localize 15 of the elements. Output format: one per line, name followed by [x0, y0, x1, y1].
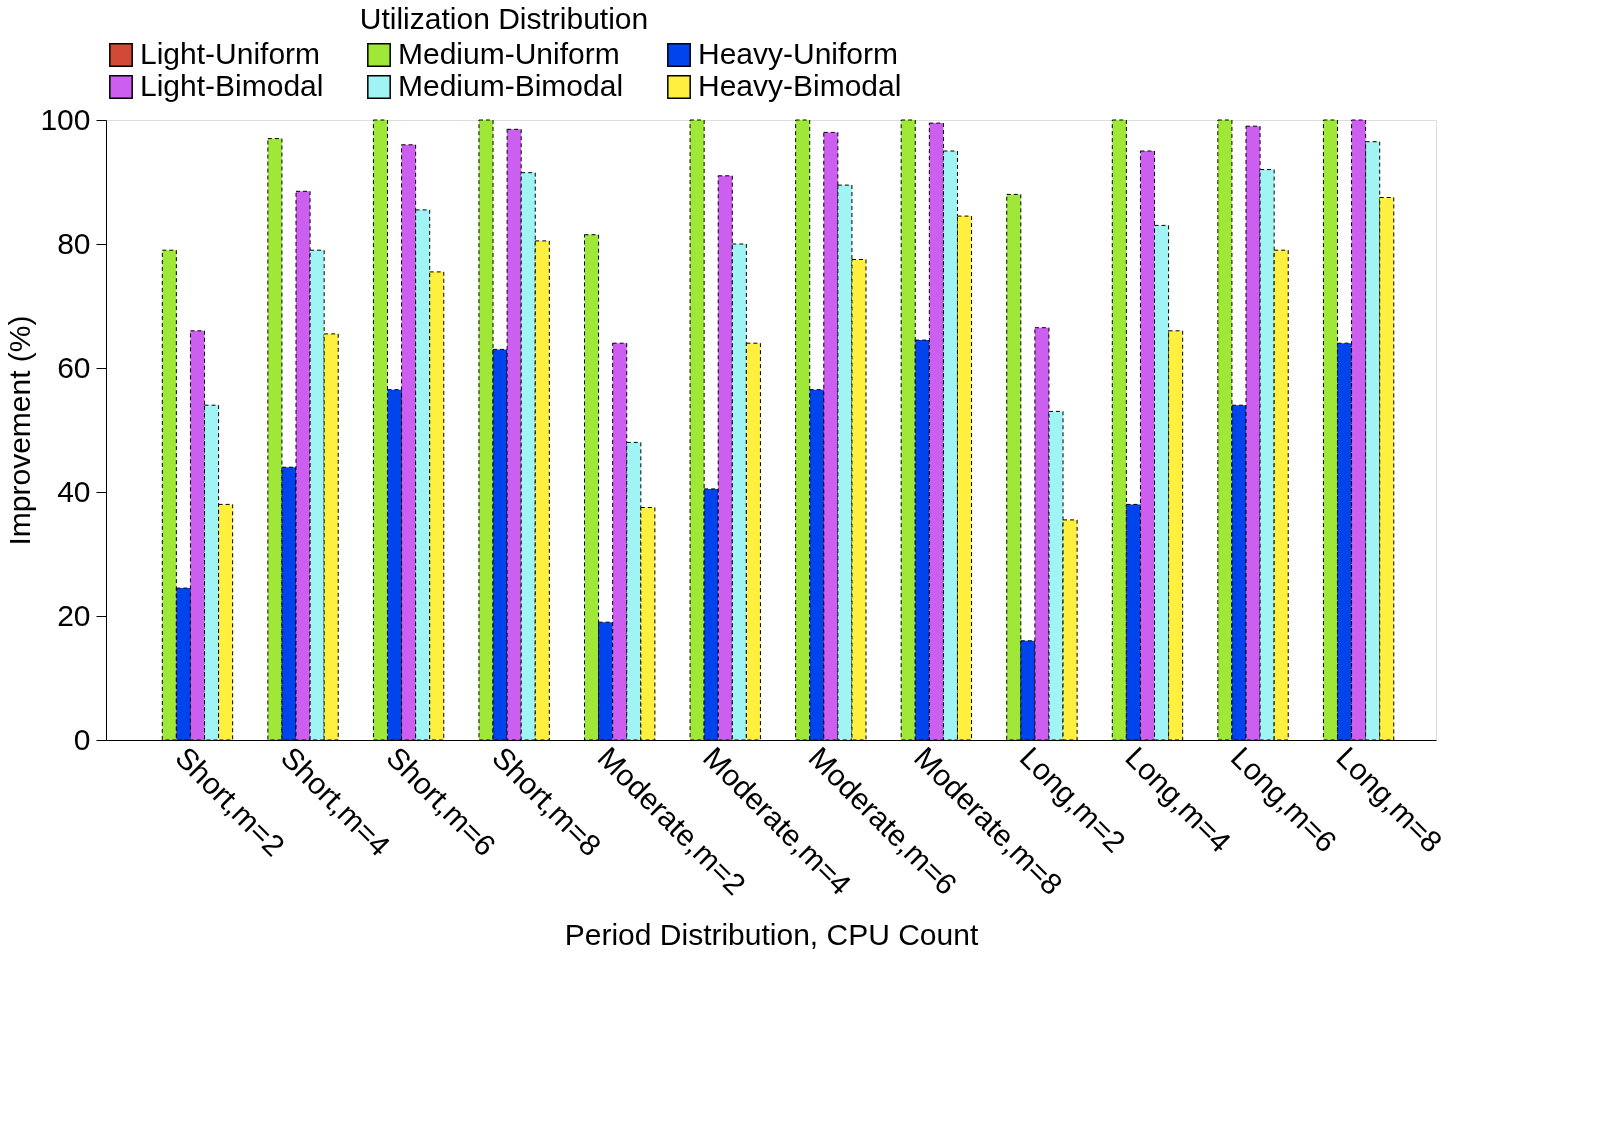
- y-tick-label: 80: [57, 226, 91, 260]
- legend-label: Medium-Uniform: [398, 37, 620, 70]
- y-tick-label: 20: [57, 598, 91, 632]
- y-tick-label: 40: [57, 474, 91, 508]
- legend-label: Light-Uniform: [140, 37, 321, 70]
- x-axis-title: Period Distribution, CPU Count: [564, 918, 979, 952]
- y-tick-label: 100: [40, 102, 91, 136]
- legend-label: Medium-Bimodal: [398, 69, 624, 102]
- y-tick-label: 60: [57, 350, 91, 384]
- legend-title: Utilization Distribution: [359, 2, 649, 35]
- y-tick-label: 0: [73, 722, 91, 756]
- legend-label: Light-Bimodal: [140, 69, 324, 102]
- y-axis-title: Improvement (%): [3, 315, 37, 546]
- legend-label: Heavy-Uniform: [698, 37, 899, 70]
- legend-label: Heavy-Bimodal: [698, 69, 902, 102]
